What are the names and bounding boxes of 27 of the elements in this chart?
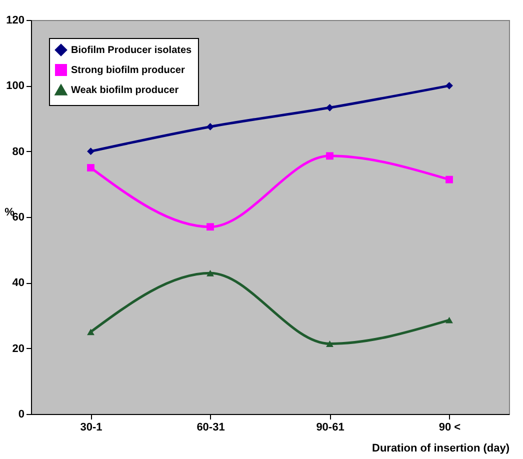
x-tick-label: 30-1 [80, 422, 102, 434]
legend-label: Weak biofilm producer [71, 85, 179, 96]
point [206, 270, 214, 276]
x-tick-label: 60-31 [196, 422, 225, 434]
y-tick-label: 40 [12, 277, 24, 290]
point [87, 148, 94, 156]
y-tick-label: 120 [6, 14, 24, 26]
point [446, 316, 453, 324]
point [87, 328, 94, 336]
point [326, 340, 334, 347]
point [446, 82, 453, 90]
point [446, 176, 453, 184]
point [87, 164, 94, 172]
legend-label: Strong biofilm producer [71, 65, 185, 76]
y-tick-label: 80 [12, 146, 24, 158]
y-tick-label: 100 [6, 80, 24, 92]
point [206, 123, 214, 130]
y-tick-label: 60 [12, 212, 24, 224]
x-tick-label: 90-61 [316, 422, 344, 434]
point [326, 152, 334, 160]
y-tick-label: 20 [12, 342, 24, 355]
x-tick-label: 90 < [438, 422, 461, 434]
y-tick-label: 0 [18, 408, 24, 420]
legend-label: Biofilm Producer isolates [71, 45, 192, 56]
point [326, 104, 334, 112]
point [206, 223, 214, 231]
x-axis-title: Duration of insertion (day) [372, 442, 510, 454]
